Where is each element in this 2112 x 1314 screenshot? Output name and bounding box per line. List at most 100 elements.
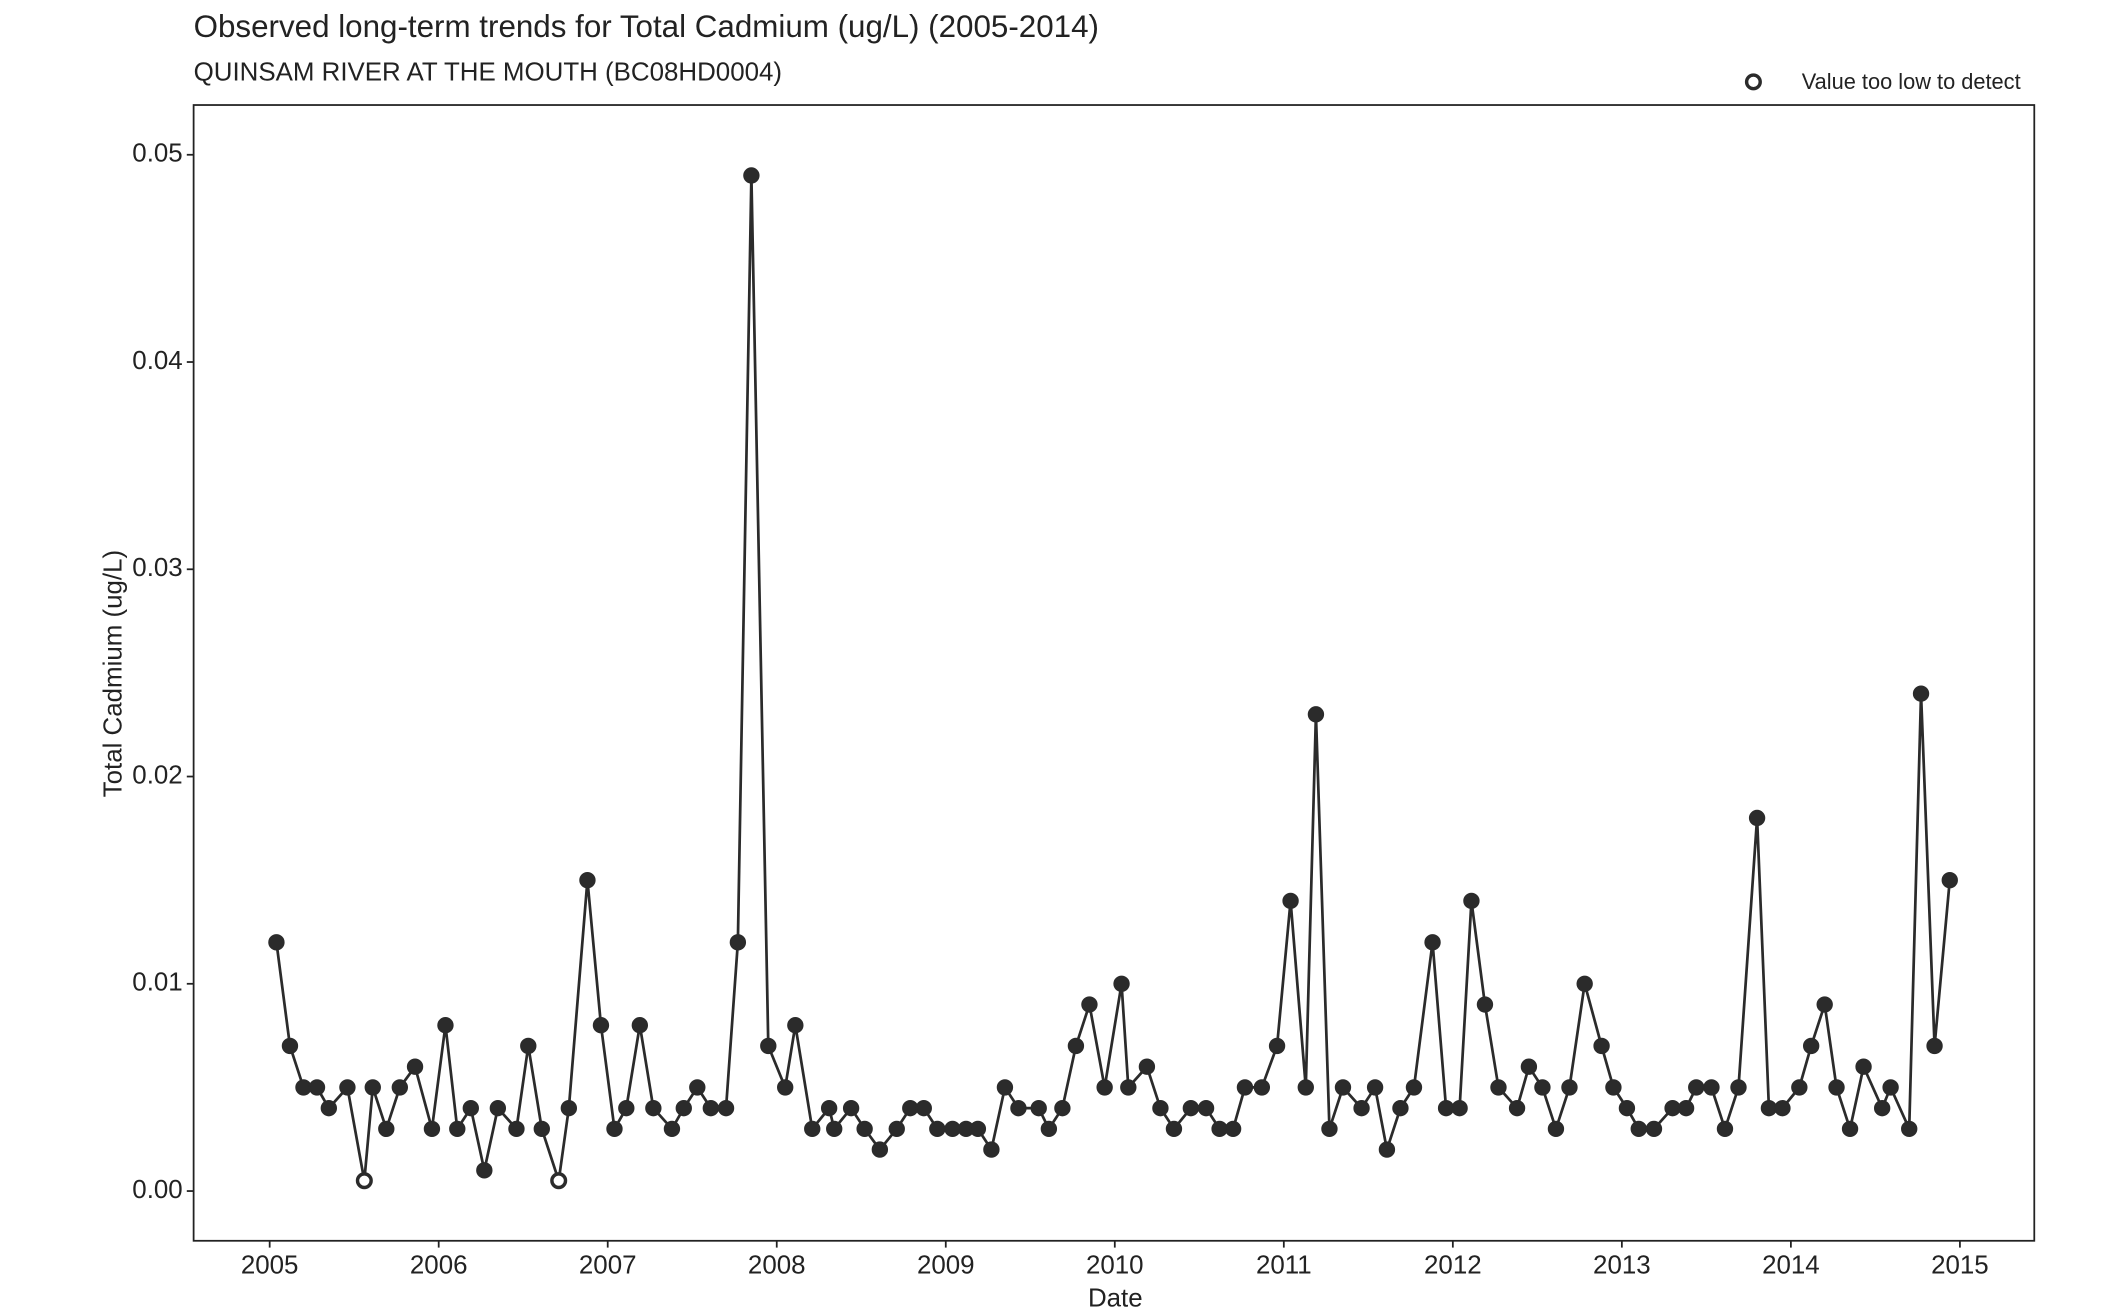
data-point bbox=[1855, 1058, 1872, 1075]
data-point bbox=[888, 1120, 905, 1138]
x-tick-label: 2005 bbox=[241, 1252, 299, 1280]
data-point bbox=[508, 1120, 525, 1138]
data-point bbox=[520, 1037, 537, 1055]
data-point bbox=[1547, 1120, 1565, 1138]
data-point bbox=[1605, 1079, 1622, 1096]
data-point bbox=[391, 1079, 409, 1096]
data-point bbox=[1618, 1099, 1636, 1117]
data-point bbox=[1774, 1099, 1791, 1117]
data-point bbox=[996, 1079, 1014, 1096]
data-point bbox=[1096, 1079, 1113, 1096]
data-point bbox=[1040, 1120, 1058, 1138]
data-point bbox=[1437, 1099, 1455, 1117]
data-point bbox=[533, 1120, 550, 1138]
data-point bbox=[1236, 1079, 1254, 1096]
data-point bbox=[689, 1079, 706, 1096]
data-point bbox=[717, 1099, 735, 1117]
data-point bbox=[606, 1120, 623, 1138]
data-point bbox=[645, 1099, 662, 1117]
x-tick-label: 2006 bbox=[410, 1252, 468, 1280]
data-point bbox=[449, 1120, 466, 1138]
data-point bbox=[1941, 871, 1958, 889]
data-point bbox=[743, 167, 760, 184]
data-point bbox=[1561, 1079, 1578, 1096]
data-point bbox=[1912, 685, 1930, 702]
x-tick-label: 2014 bbox=[1762, 1252, 1820, 1280]
data-point bbox=[1730, 1079, 1747, 1096]
data-point bbox=[944, 1120, 961, 1138]
data-point bbox=[1010, 1099, 1027, 1117]
data-point bbox=[406, 1058, 424, 1075]
data-point bbox=[1490, 1079, 1507, 1096]
data-point bbox=[1664, 1099, 1681, 1117]
data-point bbox=[364, 1079, 381, 1096]
data-point bbox=[1081, 996, 1098, 1013]
data-point bbox=[476, 1162, 493, 1179]
data-point bbox=[902, 1099, 919, 1117]
data-point bbox=[320, 1099, 338, 1117]
data-point bbox=[1268, 1037, 1286, 1055]
data-point bbox=[1054, 1099, 1071, 1117]
y-tick-label: 0.00 bbox=[132, 1176, 182, 1204]
data-point bbox=[1297, 1079, 1314, 1096]
data-point bbox=[1165, 1120, 1183, 1138]
data-point bbox=[804, 1120, 821, 1138]
data-point bbox=[1451, 1099, 1468, 1117]
data-point bbox=[281, 1037, 299, 1055]
data-point bbox=[295, 1079, 312, 1096]
legend-marker bbox=[1744, 73, 1762, 91]
x-axis-title: Date bbox=[1088, 1284, 1143, 1309]
data-point bbox=[592, 1017, 610, 1034]
data-point bbox=[729, 934, 747, 951]
data-point bbox=[1688, 1079, 1705, 1096]
data-point bbox=[1224, 1120, 1242, 1138]
x-tick-label: 2015 bbox=[1931, 1252, 1989, 1280]
data-point bbox=[1593, 1037, 1610, 1055]
data-point bbox=[423, 1120, 441, 1138]
x-tick-label: 2011 bbox=[1256, 1252, 1312, 1280]
data-point bbox=[579, 871, 596, 889]
data-point bbox=[1760, 1099, 1778, 1117]
data-point bbox=[1182, 1099, 1200, 1117]
data-point bbox=[378, 1120, 395, 1138]
data-point bbox=[702, 1099, 720, 1117]
data-point bbox=[1211, 1120, 1228, 1138]
data-point bbox=[1677, 1099, 1695, 1117]
data-line bbox=[275, 175, 1952, 1182]
data-point bbox=[983, 1141, 1000, 1158]
y-tick-label: 0.02 bbox=[132, 761, 182, 789]
data-point bbox=[915, 1099, 932, 1117]
data-point bbox=[489, 1099, 507, 1117]
data-point bbox=[1030, 1099, 1047, 1117]
data-point bbox=[1334, 1079, 1352, 1096]
data-point bbox=[1816, 996, 1833, 1013]
x-tick-label: 2012 bbox=[1424, 1252, 1482, 1280]
data-point bbox=[1576, 975, 1593, 992]
data-point bbox=[1645, 1120, 1663, 1138]
data-point bbox=[437, 1017, 454, 1034]
y-tick-label: 0.05 bbox=[132, 140, 182, 168]
data-point bbox=[1321, 1120, 1338, 1138]
data-point bbox=[1405, 1079, 1423, 1096]
data-point bbox=[929, 1120, 946, 1138]
y-tick-label: 0.04 bbox=[132, 347, 182, 375]
data-point bbox=[1630, 1120, 1647, 1138]
data-point bbox=[1113, 975, 1130, 992]
y-axis-title: Total Cadmium (ug/L) bbox=[99, 550, 127, 798]
data-point bbox=[339, 1079, 356, 1096]
nondetect-point bbox=[550, 1172, 568, 1190]
data-point bbox=[1463, 892, 1480, 910]
data-point bbox=[871, 1141, 889, 1158]
data-point bbox=[1378, 1141, 1396, 1158]
data-point bbox=[787, 1017, 804, 1034]
data-point bbox=[777, 1079, 794, 1096]
data-point bbox=[663, 1120, 681, 1138]
chart-subtitle: QUINSAM RIVER AT THE MOUTH (BC08HD0004) bbox=[194, 59, 782, 87]
data-point bbox=[1882, 1079, 1899, 1096]
data-point bbox=[1703, 1079, 1720, 1096]
data-point bbox=[1791, 1079, 1808, 1096]
data-point bbox=[1748, 809, 1766, 827]
x-tick-label: 2013 bbox=[1593, 1252, 1651, 1280]
data-point bbox=[1353, 1099, 1370, 1117]
y-tick-label: 0.01 bbox=[132, 969, 182, 997]
